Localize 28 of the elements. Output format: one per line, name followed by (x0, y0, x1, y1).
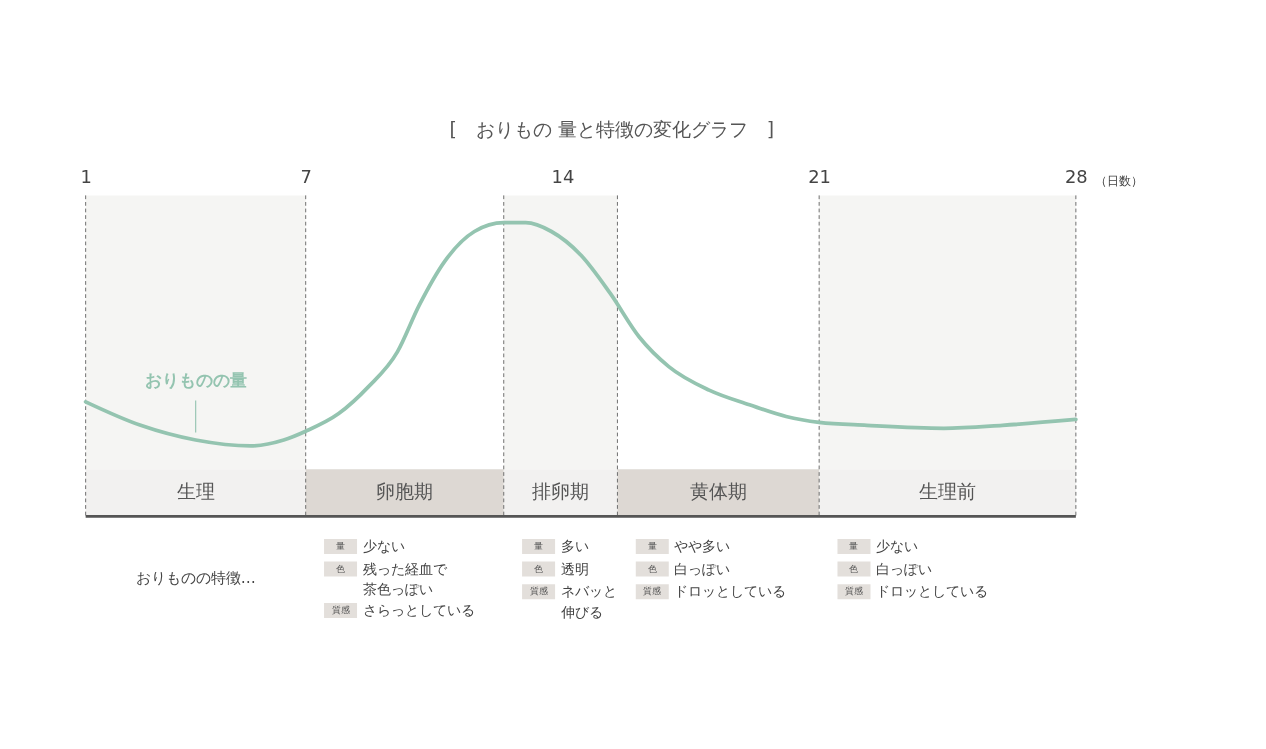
text: 色 白っぽい (849, 560, 932, 577)
band-label: 生理前 (919, 481, 976, 503)
x-tick-label: 28 (1064, 165, 1088, 187)
text: 量 少ない (336, 538, 405, 555)
chart-title: [ おりもの 量と特徴の変化グラフ ] (449, 119, 775, 141)
text: 質感 ドロッとしている (643, 583, 787, 600)
text: 量 少ない (849, 538, 918, 555)
text: 茶色っぽい (362, 581, 433, 598)
band-label: 生理 (176, 481, 215, 503)
text: 量 多い (534, 538, 589, 555)
text: 色 透明 (534, 560, 589, 577)
text: 色 残った経血で (336, 560, 447, 577)
text: 量 やや多い (647, 538, 731, 555)
band-label: 卵胞期 (376, 481, 434, 503)
text: 質感 ドロッとしている (844, 583, 988, 600)
band-label: 排卵期 (532, 481, 590, 503)
text: 質感 さらっとしている (331, 602, 475, 619)
x-axis-title: （日数） (1095, 173, 1144, 188)
x-tick-label: 14 (551, 165, 575, 187)
x-tick-label: 7 (300, 165, 312, 187)
text: 質感 ネバッと (529, 583, 617, 600)
band-label: 黄体期 (689, 481, 747, 503)
x-tick-label: 21 (808, 165, 831, 187)
text: 色 白っぽい (647, 560, 731, 577)
annotation: おりものの量 (144, 370, 247, 391)
text: おりものの特徴… (135, 569, 256, 588)
x-tick-label: 1 (80, 165, 92, 187)
text: 伸びる (559, 604, 603, 621)
